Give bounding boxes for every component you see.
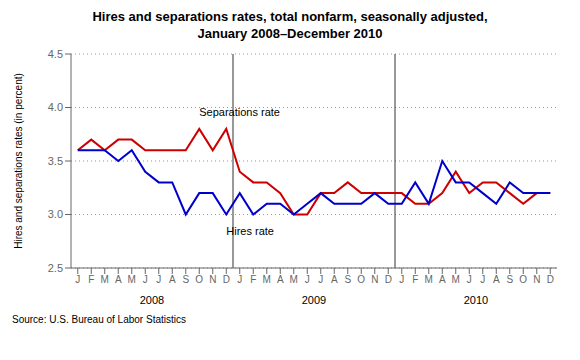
svg-text:J: J — [156, 274, 161, 285]
svg-text:A: A — [493, 274, 500, 285]
svg-text:J: J — [399, 274, 404, 285]
svg-text:O: O — [195, 274, 203, 285]
svg-text:Separations rate: Separations rate — [199, 106, 280, 118]
svg-text:A: A — [439, 274, 446, 285]
svg-text:N: N — [371, 274, 378, 285]
svg-text:M: M — [452, 274, 460, 285]
svg-text:F: F — [412, 274, 418, 285]
svg-text:J: J — [143, 274, 148, 285]
svg-text:J: J — [305, 274, 310, 285]
svg-text:4.0: 4.0 — [48, 101, 63, 113]
svg-text:A: A — [115, 274, 122, 285]
svg-text:J: J — [75, 274, 80, 285]
svg-text:3.0: 3.0 — [48, 208, 63, 220]
svg-text:2010: 2010 — [464, 294, 488, 306]
svg-text:M: M — [290, 274, 298, 285]
svg-text:S: S — [506, 274, 513, 285]
svg-text:Hires rate: Hires rate — [226, 225, 274, 237]
svg-text:M: M — [128, 274, 136, 285]
svg-text:J: J — [318, 274, 323, 285]
svg-text:M: M — [101, 274, 109, 285]
svg-text:D: D — [223, 274, 230, 285]
svg-text:D: D — [385, 274, 392, 285]
svg-text:F: F — [250, 274, 256, 285]
svg-text:3.5: 3.5 — [48, 155, 63, 167]
svg-text:2008: 2008 — [140, 294, 164, 306]
html-text:January 2008–December 2010: January 2008–December 2010 — [197, 26, 383, 41]
svg-text:S: S — [344, 274, 351, 285]
svg-text:O: O — [519, 274, 527, 285]
svg-text:M: M — [425, 274, 433, 285]
svg-text:J: J — [480, 274, 485, 285]
svg-text:J: J — [237, 274, 242, 285]
svg-text:N: N — [533, 274, 540, 285]
html-text:Source: U.S. Bureau of Labor S: Source: U.S. Bureau of Labor Statistics — [12, 314, 186, 325]
svg-text:D: D — [547, 274, 554, 285]
svg-text:F: F — [88, 274, 94, 285]
svg-text:M: M — [263, 274, 271, 285]
svg-text:A: A — [277, 274, 284, 285]
svg-text:Hires and separations rates (i: Hires and separations rates (in percent) — [13, 73, 24, 249]
svg-text:A: A — [331, 274, 338, 285]
svg-text:2009: 2009 — [302, 294, 326, 306]
svg-text:4.5: 4.5 — [48, 48, 63, 60]
svg-text:J: J — [467, 274, 472, 285]
svg-text:S: S — [182, 274, 189, 285]
svg-text:O: O — [357, 274, 365, 285]
html-text:Hires and separations rates, t: Hires and separations rates, total nonfa… — [92, 9, 488, 24]
svg-text:2.5: 2.5 — [48, 262, 63, 274]
svg-text:N: N — [209, 274, 216, 285]
svg-text:A: A — [169, 274, 176, 285]
